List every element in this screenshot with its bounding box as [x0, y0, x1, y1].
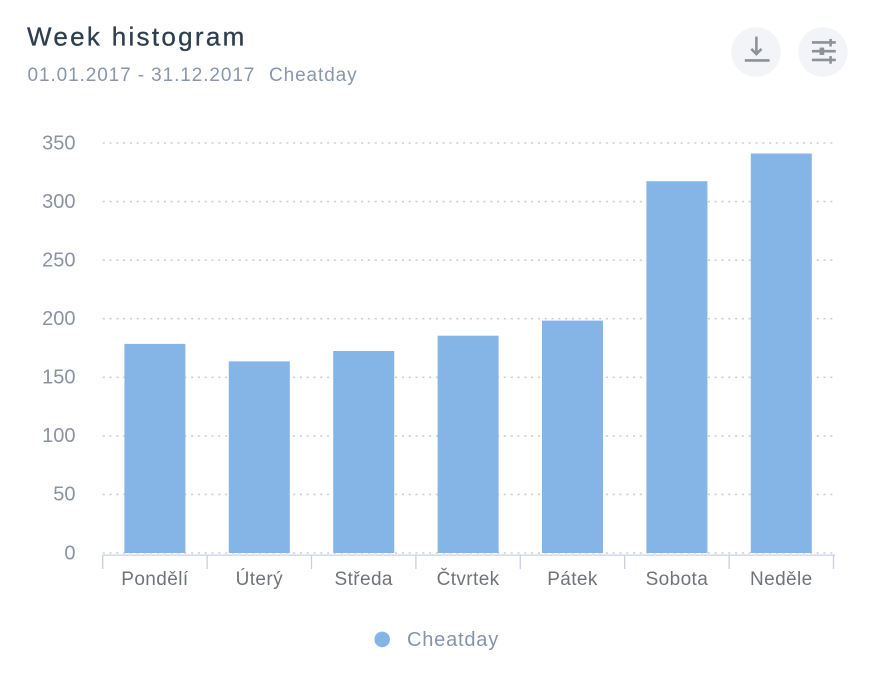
svg-text:200: 200 [42, 308, 75, 330]
svg-text:350: 350 [42, 132, 75, 154]
svg-text:Úterý: Úterý [236, 568, 283, 590]
svg-text:Cheatday: Cheatday [269, 65, 358, 86]
svg-text:Sobota: Sobota [646, 569, 709, 590]
svg-text:100: 100 [42, 425, 75, 447]
svg-text:Cheatday: Cheatday [407, 629, 499, 651]
svg-text:01.01.2017 - 31.12.2017: 01.01.2017 - 31.12.2017 [28, 65, 256, 86]
svg-text:Pondělí: Pondělí [121, 569, 189, 590]
svg-text:50: 50 [53, 484, 75, 506]
svg-text:300: 300 [42, 191, 75, 213]
svg-text:0: 0 [64, 542, 75, 564]
svg-text:Neděle: Neděle [750, 569, 813, 590]
svg-text:250: 250 [42, 250, 75, 272]
svg-text:Pátek: Pátek [547, 569, 598, 590]
svg-text:Středa: Středa [335, 569, 393, 590]
svg-text:Week histogram: Week histogram [27, 22, 247, 52]
svg-text:Čtvrtek: Čtvrtek [437, 568, 500, 590]
svg-text:150: 150 [42, 367, 75, 389]
